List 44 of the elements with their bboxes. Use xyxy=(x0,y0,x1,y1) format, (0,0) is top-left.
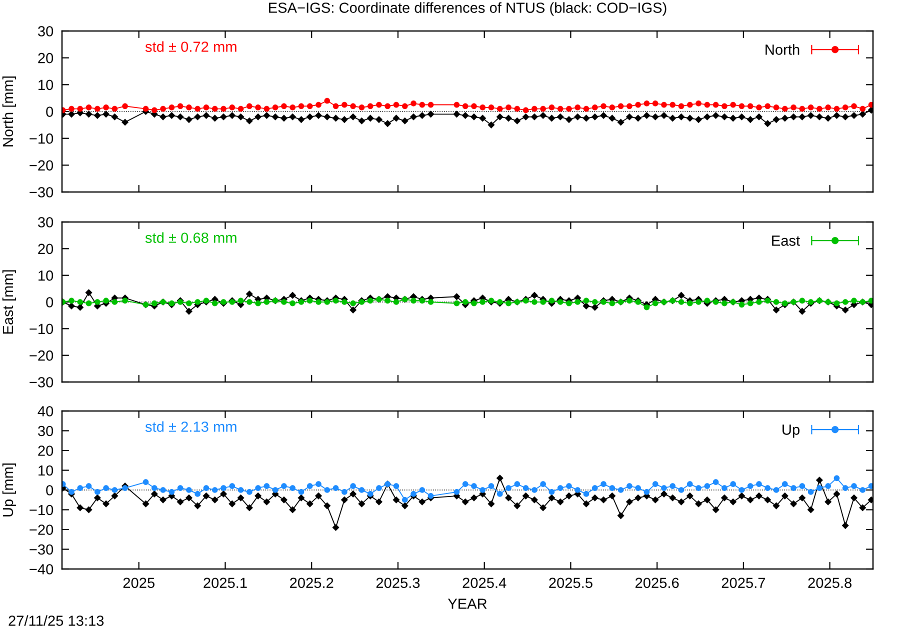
y-tick-label: −10 xyxy=(30,504,54,516)
y-tick-label: 30 xyxy=(38,217,54,228)
legend-label: East xyxy=(772,236,800,246)
y-tick-label: 20 xyxy=(38,446,54,456)
y-tick-label: 10 xyxy=(38,465,54,476)
x-tick-label: 2025 xyxy=(123,578,154,588)
annotation: std ± 0.68 mm xyxy=(145,232,236,243)
y-tick-label: 0 xyxy=(46,485,54,496)
annotation: std ± 0.72 mm xyxy=(145,41,236,52)
y-tick-label: −20 xyxy=(30,160,54,171)
y-axis-title: North [mm] xyxy=(2,76,16,146)
x-tick-label: 2025.8 xyxy=(808,578,852,588)
x-tick-label: 2025.5 xyxy=(549,578,592,588)
y-tick-label: 10 xyxy=(38,80,54,90)
text: 27/11/25 13:13 xyxy=(8,615,104,626)
x-tick-label: 2025.2 xyxy=(290,578,334,588)
y-tick-label: −10 xyxy=(30,324,54,334)
legend-label: North xyxy=(766,44,800,55)
y-axis-title: East [mm] xyxy=(2,270,16,334)
annotation: std ± 2.13 mm xyxy=(145,421,236,432)
legend-label: Up xyxy=(782,424,800,438)
y-axis-title: Up [mm] xyxy=(2,463,16,516)
y-tick-label: 0 xyxy=(46,106,54,117)
y-tick-label: 30 xyxy=(38,26,54,36)
y-tick-label: −30 xyxy=(30,544,54,555)
y-tick-label: 0 xyxy=(46,297,54,308)
y-tick-label: −30 xyxy=(30,187,54,198)
y-tick-label: −30 xyxy=(30,377,54,388)
x-tick-label: 2025.4 xyxy=(462,578,506,588)
x-tick-label: 2025.3 xyxy=(376,578,420,588)
y-tick-label: 40 xyxy=(38,406,54,416)
chart-title: ESA−IGS: Coordinate differences of NTUS (black: COD−IGS) xyxy=(269,2,666,16)
y-tick-label: 20 xyxy=(38,244,54,254)
y-tick-label: −20 xyxy=(30,350,54,361)
y-tick-label: −40 xyxy=(30,564,54,574)
x-axis-title: YEAR xyxy=(448,598,487,609)
y-tick-label: −10 xyxy=(30,133,54,144)
y-tick-label: 30 xyxy=(38,426,54,436)
y-tick-label: 20 xyxy=(38,52,54,64)
x-tick-label: 2025.7 xyxy=(722,578,766,588)
x-tick-label: 2025.1 xyxy=(204,578,247,588)
y-tick-label: 10 xyxy=(38,270,54,281)
x-tick-label: 2025.6 xyxy=(636,578,679,588)
y-tick-label: −20 xyxy=(30,524,54,535)
